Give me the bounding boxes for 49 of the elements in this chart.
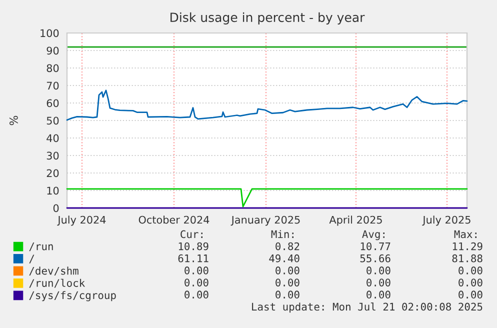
y-tick-label: 60 xyxy=(46,99,59,108)
text: 0.00 xyxy=(458,266,482,274)
text: 0.00 xyxy=(184,278,208,286)
text: 0.00 xyxy=(366,278,390,286)
text: 0.00 xyxy=(276,290,300,299)
chart-title: Disk usage in percent - by year xyxy=(170,12,365,24)
y-tick-label: 30 xyxy=(46,152,59,160)
text: 0.82 xyxy=(276,242,300,250)
y-tick-label: 90 xyxy=(46,46,59,55)
y-tick-label: 40 xyxy=(46,134,59,142)
text: 61.11 xyxy=(178,254,208,262)
y-tick-label: 70 xyxy=(46,82,59,90)
text: 0.00 xyxy=(366,266,390,274)
text: 11.29 xyxy=(452,242,482,250)
text: 0.00 xyxy=(366,290,390,299)
text: Avg: xyxy=(362,230,384,240)
text: 49.40 xyxy=(269,254,300,262)
y-tick-label: 80 xyxy=(46,64,59,72)
y-tick-label: 0 xyxy=(53,204,59,212)
text: 0.00 xyxy=(184,290,208,299)
x-tick-label: July 2025 xyxy=(422,216,470,226)
text: 55.66 xyxy=(360,254,390,262)
text: 0.00 xyxy=(458,290,482,299)
text: Max: xyxy=(454,230,476,238)
line-series xyxy=(66,90,468,121)
legend-label: /run/lock xyxy=(29,278,85,288)
text: 81.88 xyxy=(452,254,482,262)
text: Min: xyxy=(271,230,294,238)
text: 0.00 xyxy=(276,278,300,286)
legend-label: /run xyxy=(29,242,53,252)
x-tick-label: January 2025 xyxy=(230,216,300,226)
legend-label: /dev/shm xyxy=(29,266,78,276)
text: 0.00 xyxy=(458,278,482,286)
x-tick-label: October 2024 xyxy=(138,216,210,224)
legend-label: /sys/fs/cgroup xyxy=(29,291,116,302)
x-tick-label: July 2024 xyxy=(57,216,106,226)
text: 10.77 xyxy=(360,242,390,250)
y-tick-label: 10 xyxy=(47,186,59,195)
legend-label: / xyxy=(29,254,34,264)
x-tick-label: April 2025 xyxy=(329,216,382,226)
text: 0.00 xyxy=(276,266,300,274)
y-axis-title: % xyxy=(9,116,18,126)
text: Cur: xyxy=(180,230,202,238)
text: Last update: Mon Jul 21 02:00:08 2025 xyxy=(252,302,482,313)
y-tick-label: 100 xyxy=(40,29,59,38)
y-tick-label: 20 xyxy=(46,169,59,178)
text: 10.89 xyxy=(178,242,208,250)
text: 0.00 xyxy=(184,266,208,274)
y-tick-label: 50 xyxy=(46,116,59,125)
